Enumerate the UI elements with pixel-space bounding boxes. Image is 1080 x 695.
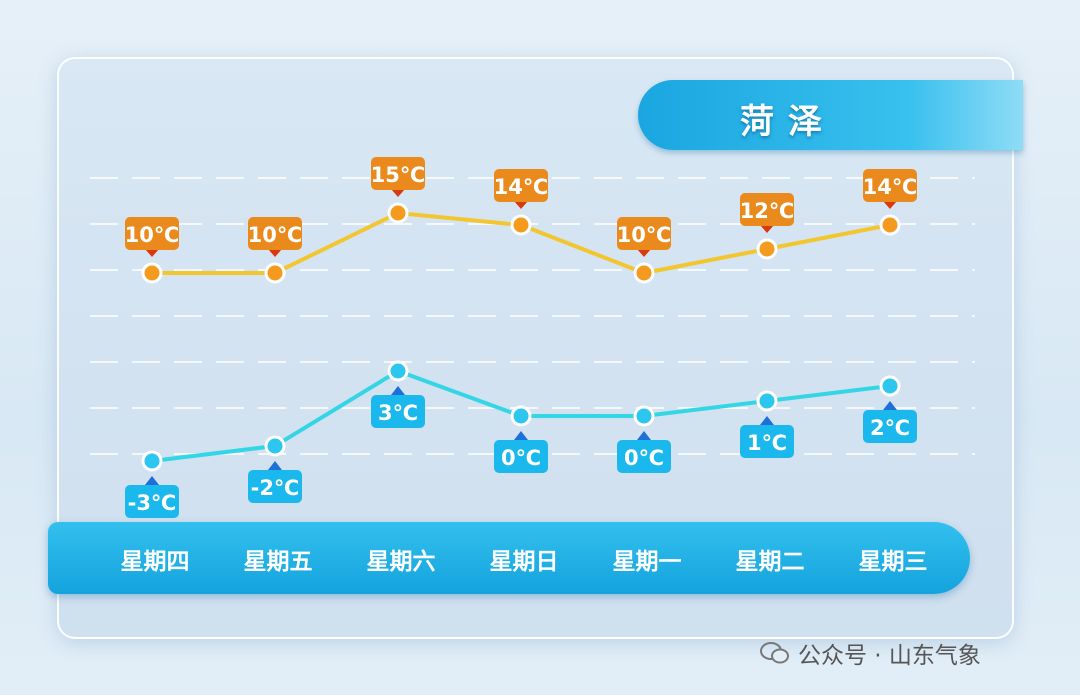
high-label-pointer <box>514 201 528 209</box>
high-label-box <box>863 169 917 202</box>
high-data-label: 14℃ <box>863 175 918 199</box>
low-label-box <box>617 440 671 473</box>
high-data-label: 10℃ <box>248 223 303 247</box>
high-data-label: 10℃ <box>125 223 180 247</box>
high-data-label: 10℃ <box>617 223 672 247</box>
day-label: 星期一 <box>612 549 682 575</box>
low-label-pointer <box>268 461 282 470</box>
city-title: 菏泽 <box>740 102 836 142</box>
high-point <box>879 214 901 236</box>
low-data-label: 2℃ <box>870 416 910 440</box>
low-point <box>879 375 901 397</box>
high-point <box>264 262 286 284</box>
day-axis-bar: 星期四 星期五 星期六 星期日 星期一 星期二 星期三 <box>48 522 970 594</box>
high-point <box>756 238 778 260</box>
high-data-label: 12℃ <box>740 199 795 223</box>
high-data-label: 15℃ <box>371 163 426 187</box>
low-label-pointer <box>391 386 405 395</box>
high-label-box <box>740 193 794 226</box>
low-point <box>510 405 532 427</box>
high-label-pointer <box>883 201 897 209</box>
low-label-box <box>248 470 302 503</box>
high-point <box>633 262 655 284</box>
day-label: 星期六 <box>366 549 436 575</box>
low-point <box>756 390 778 412</box>
low-data-label: 1℃ <box>747 431 787 455</box>
low-label-box <box>494 440 548 473</box>
high-point <box>387 202 409 224</box>
watermark-text: 公众号 · 山东气象 <box>798 643 981 669</box>
day-label: 星期二 <box>735 549 805 575</box>
watermark: 公众号 · 山东气象 <box>760 636 981 670</box>
low-point <box>264 435 286 457</box>
day-label: 星期日 <box>489 549 559 575</box>
low-data-label: 0℃ <box>624 446 664 470</box>
city-title-banner: 菏泽 <box>638 80 1023 150</box>
day-label: 星期四 <box>120 549 190 575</box>
low-point <box>141 450 163 472</box>
day-label: 星期三 <box>858 549 928 575</box>
high-label-pointer <box>145 249 159 257</box>
low-point <box>633 405 655 427</box>
high-label-pointer <box>268 249 282 257</box>
low-label-box <box>863 410 917 443</box>
low-data-label: -3℃ <box>128 491 177 515</box>
low-label-box <box>125 485 179 518</box>
high-label-pointer <box>637 249 651 257</box>
low-point <box>387 360 409 382</box>
low-label-pointer <box>514 431 528 440</box>
high-point <box>141 262 163 284</box>
high-label-box <box>617 217 671 250</box>
wechat-icon <box>760 641 790 665</box>
high-label-box <box>248 217 302 250</box>
low-label-pointer <box>883 401 897 410</box>
high-point <box>510 214 532 236</box>
low-data-label: 3℃ <box>378 401 418 425</box>
high-data-label: 14℃ <box>494 175 549 199</box>
low-data-label: 0℃ <box>501 446 541 470</box>
low-data-label: -2℃ <box>251 476 300 500</box>
low-label-box <box>371 395 425 428</box>
high-label-box <box>494 169 548 202</box>
day-label: 星期五 <box>243 549 313 575</box>
low-label-pointer <box>637 431 651 440</box>
low-label-pointer <box>760 416 774 425</box>
high-label-box <box>371 157 425 190</box>
low-label-box <box>740 425 794 458</box>
high-label-pointer <box>760 225 774 233</box>
low-label-pointer <box>145 476 159 485</box>
high-label-pointer <box>391 189 405 197</box>
high-label-box <box>125 217 179 250</box>
